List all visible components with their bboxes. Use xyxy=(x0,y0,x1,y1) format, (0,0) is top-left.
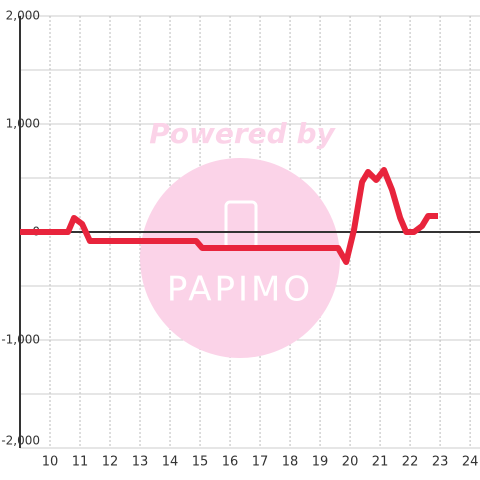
x-tick-label: 15 xyxy=(192,455,209,470)
x-tick-label: 17 xyxy=(252,455,269,470)
x-tick-label: 23 xyxy=(432,455,449,470)
x-tick-label: 18 xyxy=(282,455,299,470)
x-tick-label: 14 xyxy=(162,455,179,470)
x-tick-label: 16 xyxy=(222,455,239,470)
x-tick-label: 22 xyxy=(402,455,419,470)
y-tick-label: 1,000 xyxy=(6,117,40,131)
x-tick-label: 11 xyxy=(72,455,89,470)
x-tick-label: 13 xyxy=(132,455,149,470)
watermark-text: Powered by xyxy=(149,117,336,150)
x-tick-label: 24 xyxy=(462,455,479,470)
watermark-circle xyxy=(140,158,340,358)
x-tick-label: 21 xyxy=(372,455,389,470)
x-tick-label: 20 xyxy=(342,455,359,470)
data-line xyxy=(20,167,438,266)
y-tick-label: 2,000 xyxy=(6,9,40,23)
x-tick-label: 12 xyxy=(102,455,119,470)
x-tick-label: 10 xyxy=(42,455,59,470)
x-tick-label: 19 xyxy=(312,455,329,470)
watermark-logo: PAPIMO xyxy=(167,270,313,310)
